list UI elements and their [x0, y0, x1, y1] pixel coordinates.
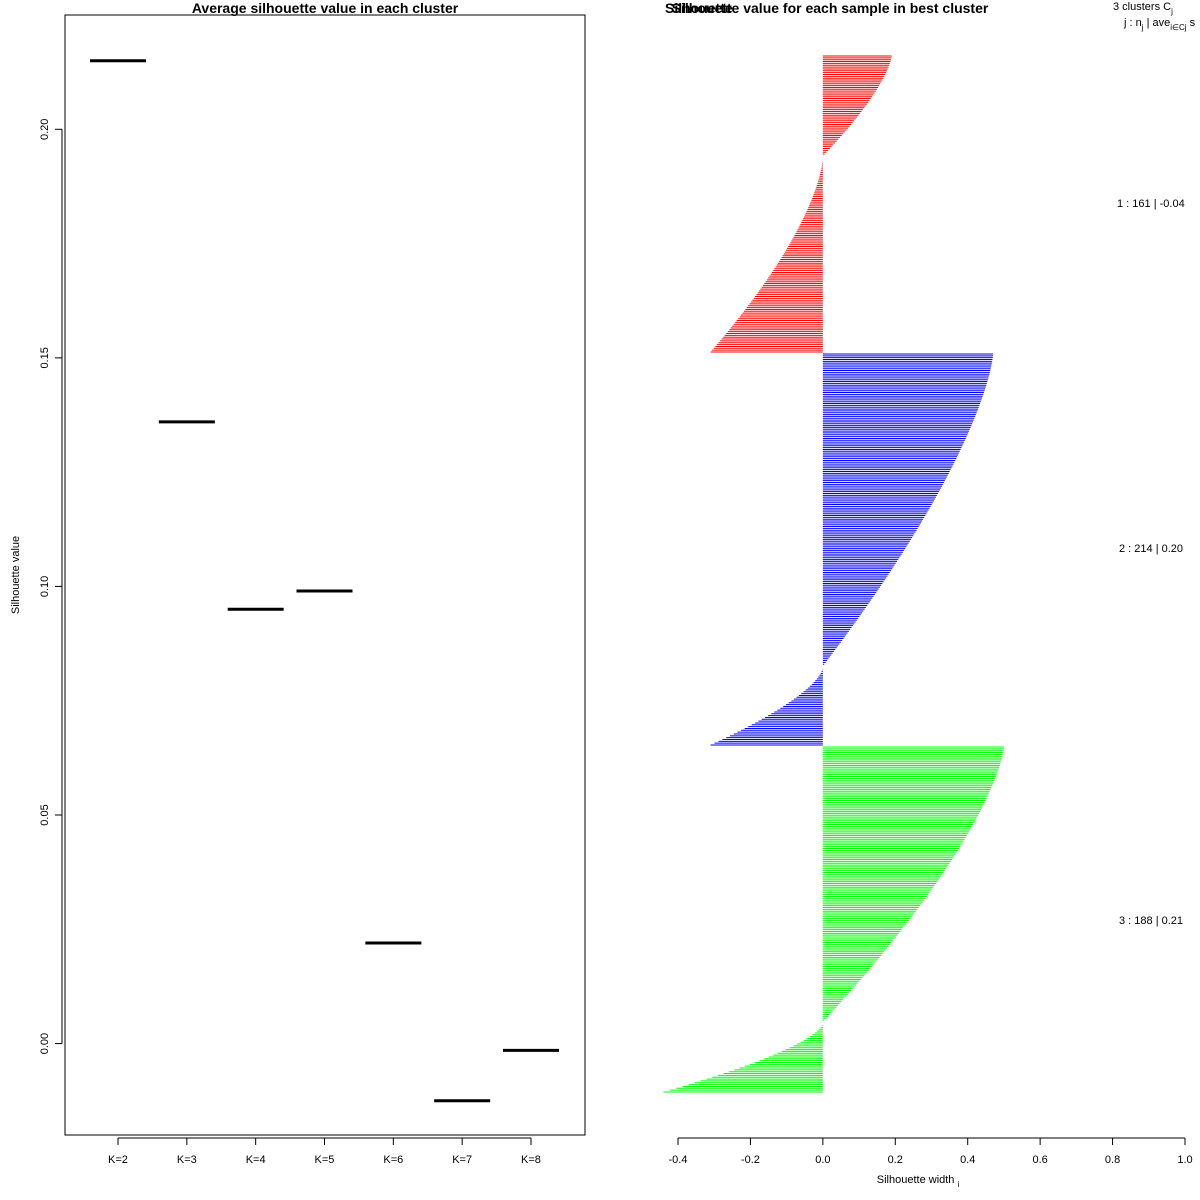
left-x-axis: K=2 K=3 K=4 K=5 K=6 K=7 K=8 [108, 1137, 541, 1166]
right-x-axis-label-subscript: i [957, 1180, 959, 1189]
right-x-tick-label: 0.0 [815, 1154, 830, 1166]
left-x-tick-label: K=2 [108, 1154, 128, 1166]
left-plot-frame [64, 14, 586, 1136]
right-x-tick-label: -0.4 [669, 1154, 688, 1166]
legend-subheader: j : nj | avei∈Cj s [1123, 17, 1196, 32]
legend-cluster-1: 1 : 161 | -0.04 [1117, 198, 1185, 210]
legend-subheader-text: j : n [1123, 17, 1142, 29]
cluster-3-bars [663, 746, 1004, 1093]
right-x-tick-label: -0.2 [741, 1154, 760, 1166]
left-y-tick-label: 0.10 [39, 576, 51, 597]
right-x-axis: -0.4 -0.2 0.0 0.2 0.4 0.6 0.8 1.0 [669, 1137, 1193, 1166]
left-x-tick-label: K=3 [177, 1154, 197, 1166]
legend-header-text: 3 clusters C [1113, 1, 1171, 13]
right-panel-silhouette-widths: Silhouette Silhouette value for each sam… [663, 0, 1196, 1189]
legend-cluster-3: 3 : 188 | 0.21 [1119, 915, 1183, 927]
cluster-2-bars [710, 353, 994, 746]
legend-header-subscript: j [1170, 7, 1173, 16]
left-x-tick-label: K=4 [246, 1154, 266, 1166]
legend-subheader-tail: s [1187, 17, 1196, 29]
left-x-tick-label: K=5 [315, 1154, 335, 1166]
left-chart-title: Average silhouette value in each cluster [192, 0, 459, 16]
right-x-tick-label: 1.0 [1177, 1154, 1192, 1166]
legend-cluster-2: 2 : 214 | 0.20 [1119, 543, 1183, 555]
cluster-1-bars [710, 55, 892, 353]
silhouette-bars [663, 55, 1004, 1093]
cluster-legend: 3 clusters Cj j : nj | avei∈Cj s 1 : 161… [1113, 1, 1196, 927]
right-title-overlap-text: Silhouette [665, 0, 733, 16]
left-y-tick-label: 0.15 [39, 347, 51, 368]
right-x-tick-label: 0.2 [888, 1154, 903, 1166]
left-panel-avg-silhouette: Average silhouette value in each cluster… [10, 0, 586, 1166]
legend-subheader-subscript: j [1141, 23, 1144, 32]
right-x-tick-label: 0.8 [1105, 1154, 1120, 1166]
left-y-tick-label: 0.00 [39, 1033, 51, 1054]
right-x-tick-label: 0.6 [1032, 1154, 1047, 1166]
legend-header: 3 clusters Cj [1113, 1, 1173, 16]
left-x-tick-label: K=6 [383, 1154, 403, 1166]
right-x-tick-label: 0.4 [960, 1154, 975, 1166]
left-y-tick-label: 0.20 [39, 119, 51, 140]
left-x-tick-label: K=8 [521, 1154, 541, 1166]
right-chart-title: Silhouette value for each sample in best… [672, 0, 989, 16]
left-mean-marks [90, 59, 559, 1103]
left-y-axis: 0.00 0.05 0.10 0.15 0.20 [39, 119, 63, 1054]
left-y-axis-label: Silhouette value [10, 536, 22, 614]
right-x-axis-label: Silhouette width i [877, 1174, 960, 1189]
left-y-tick-label: 0.05 [39, 804, 51, 825]
legend-subheader-subscript-2: i∈Cj [1170, 23, 1187, 32]
left-x-tick-label: K=7 [452, 1154, 472, 1166]
right-x-axis-label-text: Silhouette width [877, 1174, 955, 1186]
legend-subheader-rest: | ave [1144, 17, 1171, 29]
